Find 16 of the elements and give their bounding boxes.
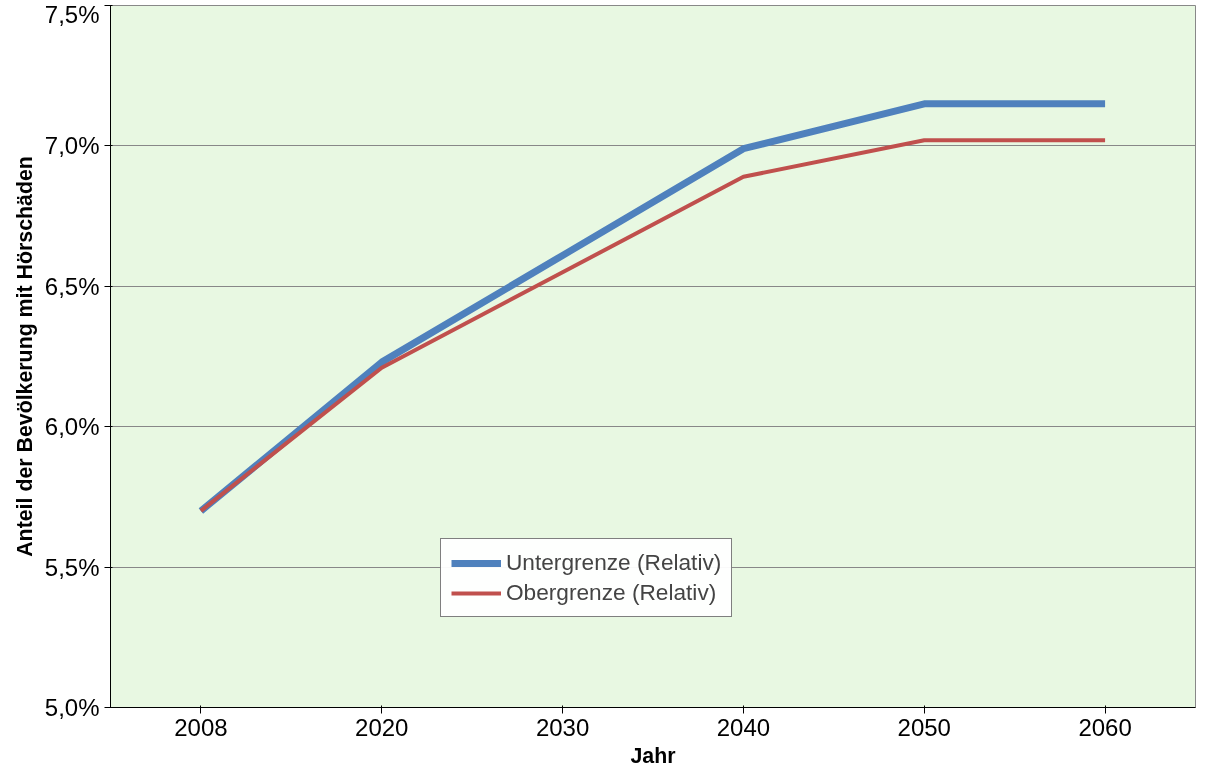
x-tick-label: 2030 bbox=[535, 713, 590, 741]
y-tick-label: 5,0% bbox=[44, 694, 100, 721]
y-tick-label: 5,5% bbox=[44, 553, 100, 581]
y-tick-label: 7,0% bbox=[44, 132, 100, 160]
x-tick-label: 2040 bbox=[716, 713, 771, 741]
y-tick-label: 6,0% bbox=[44, 413, 100, 441]
y-axis-title: Anteil der Bevölkerung mit Hörschäden bbox=[12, 156, 37, 557]
x-axis-title: Jahr bbox=[630, 743, 676, 768]
legend-label: Untergrenze (Relativ) bbox=[506, 549, 722, 576]
x-tick-label: 2008 bbox=[174, 713, 228, 741]
x-tick-label: 2060 bbox=[1078, 713, 1132, 741]
x-tick-label: 2050 bbox=[897, 713, 951, 741]
y-tick-label: 6,5% bbox=[44, 272, 100, 300]
y-tick-label: 7,5% bbox=[44, 0, 100, 28]
legend-label: Obergrenze (Relativ) bbox=[506, 579, 717, 606]
x-tick-label: 2020 bbox=[355, 713, 409, 741]
